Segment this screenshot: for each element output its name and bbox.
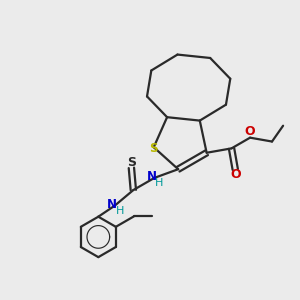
Text: N: N [107, 198, 117, 211]
Text: S: S [127, 156, 136, 169]
Text: O: O [230, 168, 241, 181]
Text: H: H [155, 178, 164, 188]
Text: H: H [116, 206, 124, 216]
Text: N: N [147, 170, 157, 183]
Text: S: S [149, 142, 158, 155]
Text: O: O [244, 124, 255, 138]
